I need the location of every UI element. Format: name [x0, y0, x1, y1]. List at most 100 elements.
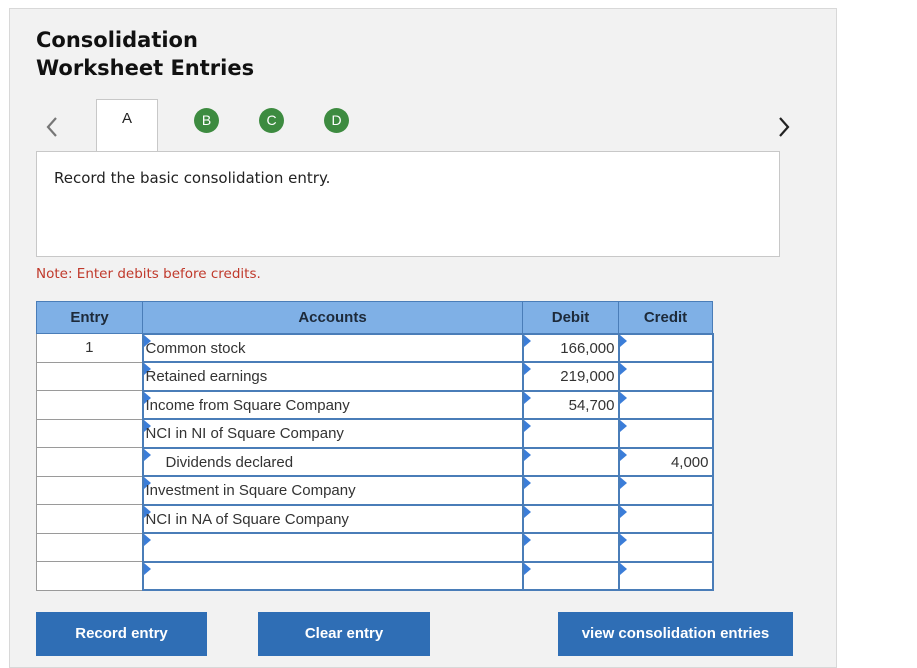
entry-number-cell	[36, 418, 143, 448]
debit-input[interactable]	[521, 503, 620, 534]
entry-number-cell	[36, 447, 143, 477]
page-title: Consolidation Worksheet Entries	[36, 26, 254, 82]
input-marker-icon	[523, 334, 531, 347]
credit-input[interactable]	[617, 475, 714, 506]
dropdown-marker-icon	[143, 505, 151, 518]
credit-input[interactable]	[617, 532, 714, 563]
debit-value: 54,700	[568, 396, 615, 414]
table-row: 1 Common stock 166,000	[36, 332, 714, 363]
input-marker-icon	[523, 363, 531, 375]
debit-input[interactable]: 166,000	[521, 332, 620, 363]
chevron-right-icon[interactable]	[774, 112, 794, 142]
accounts-column-header: Accounts	[142, 301, 523, 334]
input-marker-icon	[619, 363, 627, 375]
table-row: Investment in Square Company	[36, 475, 714, 506]
credit-column-header: Credit	[618, 301, 713, 334]
account-name: NCI in NA of Square Company	[145, 510, 349, 528]
input-marker-icon	[619, 505, 627, 518]
entry-column-header: Entry	[36, 301, 143, 334]
input-marker-icon	[619, 477, 627, 489]
entry-number-cell	[36, 561, 143, 591]
title-line-1: Consolidation	[36, 28, 198, 52]
prompt-box: Record the basic consolidation entry.	[36, 151, 780, 257]
input-marker-icon	[619, 562, 627, 575]
account-select[interactable]: Common stock	[141, 332, 524, 363]
tab-c[interactable]: C	[259, 108, 284, 133]
credit-input[interactable]	[617, 560, 714, 591]
debit-input[interactable]: 54,700	[521, 389, 620, 420]
dropdown-marker-icon	[143, 391, 151, 404]
debit-input[interactable]: 219,000	[521, 361, 620, 392]
account-select[interactable]: NCI in NI of Square Company	[141, 418, 524, 449]
note-text: Note: Enter debits before credits.	[36, 266, 261, 282]
credit-input[interactable]	[617, 389, 714, 420]
input-marker-icon	[523, 391, 531, 404]
prompt-text: Record the basic consolidation entry.	[54, 169, 331, 187]
debit-input[interactable]	[521, 446, 620, 477]
account-select[interactable]: Dividends declared	[141, 446, 524, 477]
entry-number-cell: 1	[36, 333, 143, 363]
account-name: Dividends declared	[165, 453, 294, 471]
account-name: Retained earnings	[145, 368, 268, 385]
debit-value: 219,000	[560, 368, 615, 385]
dropdown-marker-icon	[143, 363, 151, 375]
entry-number-cell	[36, 475, 143, 505]
account-select[interactable]	[141, 532, 524, 563]
debit-input[interactable]	[521, 475, 620, 506]
credit-input[interactable]	[617, 361, 714, 392]
table-row: Income from Square Company 54,700	[36, 389, 714, 420]
tab-d[interactable]: D	[324, 108, 349, 133]
dropdown-marker-icon	[143, 534, 151, 546]
input-marker-icon	[619, 391, 627, 404]
table-row: NCI in NI of Square Company	[36, 418, 714, 449]
entry-number-cell	[36, 532, 143, 562]
record-entry-button[interactable]: Record entry	[36, 612, 207, 656]
account-name: Income from Square Company	[145, 396, 350, 414]
input-marker-icon	[523, 448, 531, 461]
credit-input[interactable]	[617, 332, 714, 363]
entry-number-cell	[36, 504, 143, 534]
debit-value: 166,000	[560, 339, 615, 357]
credit-input[interactable]	[617, 503, 714, 534]
table-row: Retained earnings 219,000	[36, 361, 714, 392]
input-marker-icon	[523, 505, 531, 518]
input-marker-icon	[619, 420, 627, 432]
debit-input[interactable]	[521, 532, 620, 563]
account-select[interactable]	[141, 560, 524, 591]
dropdown-marker-icon	[143, 334, 151, 347]
account-name: Investment in Square Company	[145, 482, 356, 499]
debit-input[interactable]	[521, 560, 620, 591]
table-row	[36, 532, 714, 563]
dropdown-marker-icon	[143, 562, 151, 575]
account-select[interactable]: Income from Square Company	[141, 389, 524, 420]
account-name: Common stock	[145, 339, 246, 357]
table-row: NCI in NA of Square Company	[36, 503, 714, 534]
title-line-2: Worksheet Entries	[36, 56, 255, 80]
account-select[interactable]: NCI in NA of Square Company	[141, 503, 524, 534]
table-row: Dividends declared 4,000	[36, 446, 714, 477]
tab-b[interactable]: B	[194, 108, 219, 133]
input-marker-icon	[523, 477, 531, 489]
dropdown-marker-icon	[143, 448, 151, 461]
clear-entry-button[interactable]: Clear entry	[258, 612, 430, 656]
chevron-left-icon[interactable]	[42, 112, 62, 142]
input-marker-icon	[523, 420, 531, 432]
table-header-row: Entry Accounts Debit Credit	[36, 301, 713, 334]
view-consolidation-entries-button[interactable]: view consolidation entries	[558, 612, 793, 656]
debit-column-header: Debit	[522, 301, 619, 334]
tab-a[interactable]: A	[96, 99, 158, 151]
debit-input[interactable]	[521, 418, 620, 449]
account-select[interactable]: Retained earnings	[141, 361, 524, 392]
input-marker-icon	[619, 448, 627, 461]
credit-input[interactable]	[617, 418, 714, 449]
dropdown-marker-icon	[143, 477, 151, 489]
input-marker-icon	[619, 334, 627, 347]
input-marker-icon	[523, 562, 531, 575]
account-select[interactable]: Investment in Square Company	[141, 475, 524, 506]
input-marker-icon	[619, 534, 627, 546]
account-name: NCI in NI of Square Company	[145, 425, 344, 442]
credit-input[interactable]: 4,000	[617, 446, 714, 477]
dropdown-marker-icon	[143, 420, 151, 432]
input-marker-icon	[523, 534, 531, 546]
journal-entry-table: Entry Accounts Debit Credit 1 Common stoc…	[36, 301, 714, 591]
